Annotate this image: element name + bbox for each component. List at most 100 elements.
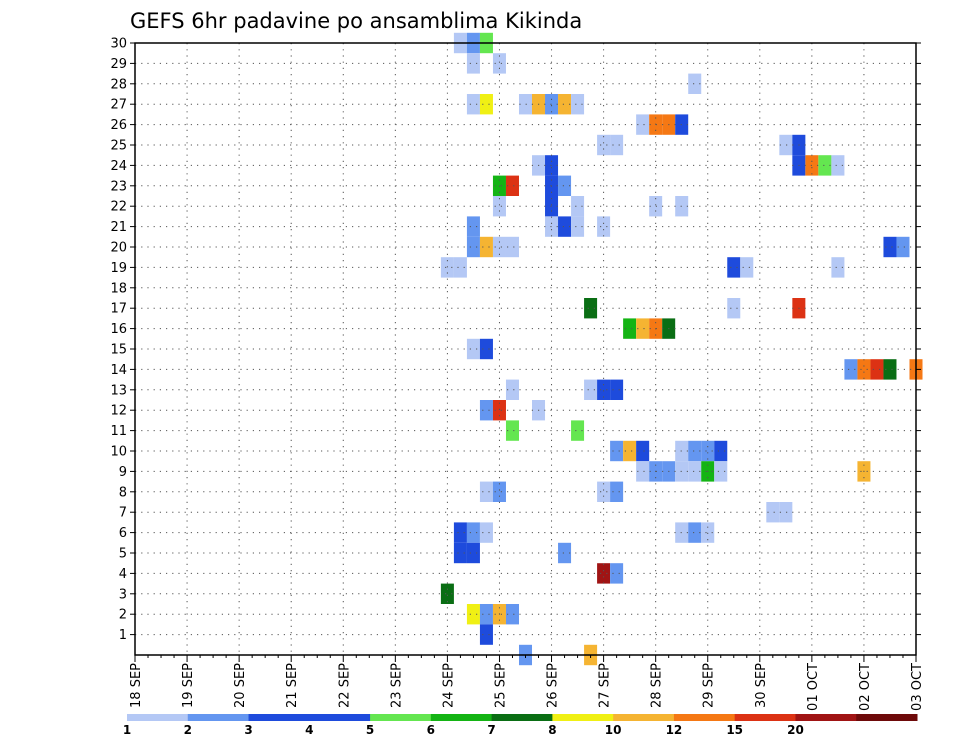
heatmap-cell — [818, 155, 832, 176]
heatmap-cell — [831, 155, 845, 176]
y-tick-label: 29 — [110, 57, 127, 72]
heatmap-cell — [505, 175, 519, 196]
y-tick-label: 27 — [110, 98, 127, 113]
heatmap-cell — [466, 542, 480, 564]
colorbar-label: 5 — [366, 723, 374, 737]
y-tick-label: 22 — [110, 200, 127, 215]
heatmap-cell — [466, 338, 480, 360]
heatmap-cell — [558, 216, 572, 237]
colorbar-segment — [856, 714, 918, 721]
x-tick-label: 21 SEP — [285, 663, 300, 708]
x-tick-label: 25 SEP — [493, 663, 508, 708]
colorbar-segment — [673, 714, 736, 721]
heatmap-cell — [766, 502, 780, 523]
heatmap-cell — [701, 522, 715, 543]
colorbar-label: 20 — [787, 723, 804, 737]
y-tick-label: 8 — [119, 485, 127, 500]
x-tick-label: 24 SEP — [441, 663, 456, 708]
heatmap-cell — [779, 502, 793, 523]
heatmap-cell — [610, 379, 624, 400]
heatmap-cell — [479, 94, 493, 115]
heatmap-cell — [466, 94, 480, 115]
heatmap-cell — [688, 461, 702, 482]
heatmap-cell — [584, 379, 598, 400]
heatmap-cell — [466, 604, 480, 625]
heatmap-cell — [492, 400, 506, 421]
heatmap-cell — [636, 440, 650, 462]
heatmap-cell — [518, 94, 533, 115]
heatmap-cell — [584, 298, 598, 319]
heatmap-cell — [505, 236, 519, 258]
y-tick-label: 25 — [110, 139, 127, 154]
heatmap-cell — [440, 583, 454, 604]
x-tick-label: 27 SEP — [598, 663, 613, 708]
y-tick-label: 28 — [110, 77, 127, 92]
x-tick-label: 22 SEP — [337, 663, 352, 708]
y-tick-label: 7 — [119, 506, 127, 521]
heatmap-cell — [857, 359, 871, 380]
heatmap-cell — [492, 236, 506, 258]
heatmap-cell — [466, 216, 480, 237]
heatmap-cell — [453, 257, 467, 278]
colorbar-segment — [734, 714, 796, 721]
y-tick-label: 12 — [110, 404, 127, 419]
x-tick-label: 18 SEP — [129, 663, 144, 708]
colorbar-label: 7 — [487, 723, 495, 737]
heatmap-cell — [505, 420, 519, 441]
heatmap-cell — [492, 481, 506, 502]
colorbar-label: 6 — [427, 723, 435, 737]
heatmap-cell — [727, 298, 741, 319]
y-tick-label: 1 — [119, 628, 127, 643]
y-tick-label: 2 — [119, 608, 127, 623]
heatmap-cell — [714, 440, 728, 462]
heatmap-cell — [688, 522, 702, 543]
y-tick-label: 18 — [110, 281, 127, 296]
x-tick-label: 29 SEP — [702, 663, 717, 708]
heatmap-cell — [505, 604, 519, 625]
colorbar-segment — [309, 714, 371, 721]
heatmap-cell — [558, 94, 572, 115]
heatmap-cell — [453, 522, 467, 543]
heatmap-cell — [649, 196, 663, 217]
heatmap-cell — [479, 481, 493, 502]
colorbar-segment — [370, 714, 432, 721]
heatmap-cell — [492, 196, 506, 217]
x-tick-label: 02 OCT — [858, 663, 873, 711]
colorbar-label: 1 — [123, 723, 131, 737]
y-tick-label: 9 — [119, 465, 127, 480]
colorbar-legend: 1 2 3 4 5 6 7 8 10 12 15 20 — [123, 714, 918, 737]
y-tick-label: 3 — [119, 587, 127, 602]
colorbar-segment — [795, 714, 857, 721]
colorbar-segment — [187, 714, 250, 721]
heatmap-cell — [479, 522, 493, 543]
x-axis-ticks: 18 SEP 19 SEP 20 SEP 21 SEP 22 SEP 23 SEP 24 S… — [129, 655, 925, 711]
heatmap-cell — [597, 563, 611, 584]
colorbar-label: 4 — [305, 723, 313, 737]
heatmap-cell — [740, 257, 754, 278]
colorbar-segment — [613, 714, 675, 721]
colorbar-segment — [552, 714, 614, 721]
y-tick-label: 13 — [110, 383, 127, 398]
heatmap-cell — [636, 461, 650, 482]
heatmap-cell — [597, 379, 611, 400]
heatmap-cell — [571, 94, 585, 115]
x-tick-label: 19 SEP — [181, 663, 196, 708]
y-tick-label: 17 — [110, 302, 127, 317]
x-tick-label: 23 SEP — [389, 663, 404, 708]
heatmap-cell — [492, 53, 506, 74]
heatmap-cell — [571, 216, 585, 237]
heatmap-cell — [779, 134, 793, 156]
heatmap-cell — [623, 440, 637, 462]
colorbar-segment — [127, 714, 189, 721]
colorbar-segment — [491, 714, 553, 721]
heatmap-cell — [479, 338, 493, 360]
heatmap-cell — [688, 440, 702, 462]
heatmap-cell — [870, 359, 884, 380]
heatmap-cell — [610, 563, 624, 584]
heatmap-cell — [479, 400, 493, 421]
colorbar-label: 2 — [184, 723, 192, 737]
heatmap-cell — [479, 236, 493, 258]
y-tick-label: 16 — [110, 322, 127, 337]
heatmap-cell — [466, 522, 480, 543]
